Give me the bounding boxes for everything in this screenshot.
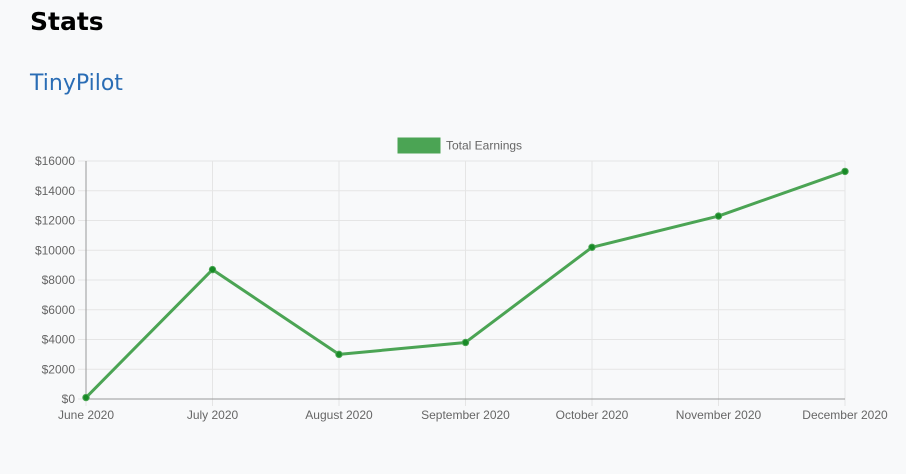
y-tick-label: $8000 (42, 273, 76, 287)
data-point (841, 167, 849, 176)
x-tick-label: November 2020 (676, 408, 762, 422)
legend-label: Total Earnings (446, 139, 522, 153)
x-tick-label: December 2020 (802, 408, 888, 422)
y-tick-label: $12000 (35, 214, 75, 228)
data-point (208, 265, 217, 274)
x-tick-label: July 2020 (187, 408, 239, 422)
page-title: Stats (30, 7, 104, 36)
earnings-line-chart: $0 $2000 $4000 $6000 $8000 $10000 $12000 $14000… (35, 137, 888, 422)
product-link-tinypilot[interactable]: TinyPilot (30, 71, 123, 96)
x-tick-label: September 2020 (421, 408, 510, 422)
data-point (714, 212, 723, 220)
y-tick-label: $2000 (42, 362, 76, 376)
y-tick-label: $4000 (42, 333, 76, 347)
data-point (588, 243, 596, 251)
legend-swatch (397, 137, 441, 154)
data-point (335, 350, 343, 359)
y-tick-label: $10000 (35, 243, 75, 257)
y-tick-label: $6000 (42, 303, 76, 317)
data-point (461, 338, 470, 347)
x-tick-label: June 2020 (58, 408, 114, 422)
y-tick-label: $0 (62, 392, 76, 406)
y-tick-label: $16000 (35, 154, 75, 168)
x-tick-label: October 2020 (556, 408, 629, 422)
x-tick-label: August 2020 (305, 408, 373, 422)
data-point (82, 393, 90, 402)
y-tick-label: $14000 (35, 184, 75, 198)
